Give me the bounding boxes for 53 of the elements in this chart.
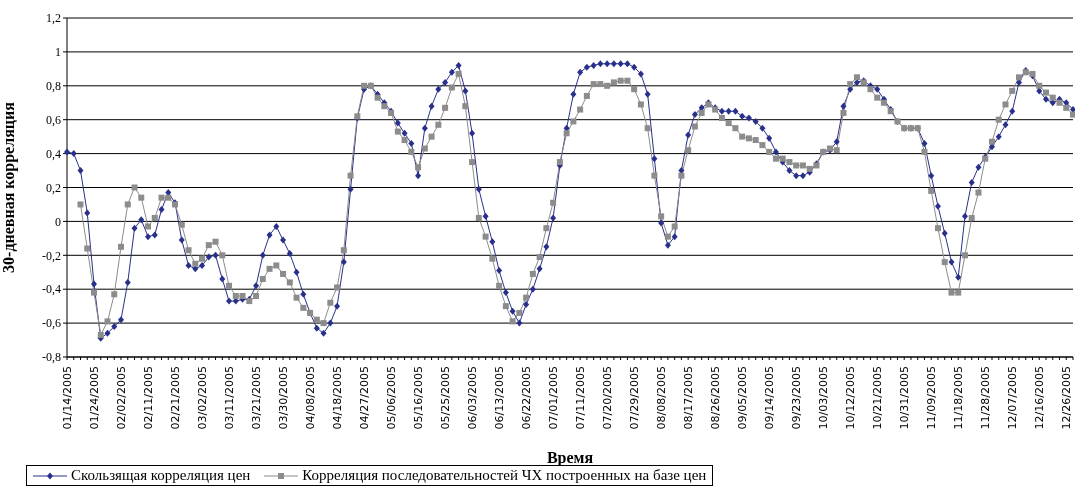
y-tick-label: 0 [55, 214, 61, 229]
x-tick-label: 03/11/2005 [222, 366, 236, 430]
x-tick-label: 04/08/2005 [303, 366, 317, 430]
x-tick-label: 07/20/2005 [600, 366, 614, 430]
x-tick-label: 06/03/2005 [465, 366, 479, 430]
x-tick-label: 10/31/2005 [897, 366, 911, 430]
x-tick-label: 02/02/2005 [114, 366, 128, 430]
x-tick-label: 11/28/2005 [978, 366, 992, 430]
y-tick-label: 0,8 [46, 79, 61, 94]
x-tick-label: 10/21/2005 [870, 366, 884, 430]
y-tick-label: 0,2 [46, 180, 61, 195]
x-tick-label: 10/12/2005 [843, 366, 857, 430]
legend-label: Корреляция последовательностей ЧХ построенных на базе цен [302, 467, 707, 484]
x-tick-label: 08/17/2005 [681, 366, 695, 430]
y-tick-label: -0,8 [42, 350, 61, 365]
x-axis-title: Время [546, 449, 594, 467]
x-tick-label: 01/24/2005 [87, 366, 101, 430]
x-tick-label: 07/29/2005 [627, 366, 641, 430]
x-tick-label: 08/08/2005 [654, 366, 668, 430]
x-tick-label: 03/02/2005 [195, 366, 209, 430]
x-tick-label: 02/21/2005 [168, 366, 182, 430]
y-tick-label: 0,4 [46, 146, 61, 161]
y-tick-label: 0,6 [46, 112, 61, 127]
legend-label: Скользящая корреляция цен [71, 467, 251, 484]
x-tick-label: 05/16/2005 [411, 366, 425, 430]
x-tick-label: 12/26/2005 [1059, 366, 1073, 430]
y-tick-label: 1 [55, 45, 61, 60]
x-tick-label: 11/09/2005 [924, 366, 938, 430]
x-tick-label: 05/06/2005 [384, 366, 398, 430]
x-tick-label: 12/16/2005 [1032, 366, 1046, 430]
x-tick-label: 03/30/2005 [276, 366, 290, 430]
x-tick-label: 01/14/2005 [60, 366, 74, 430]
y-tick-label: -0,2 [42, 248, 61, 263]
x-tick-label: 04/18/2005 [330, 366, 344, 430]
x-tick-label: 10/03/2005 [816, 366, 830, 430]
x-tick-label: 11/18/2005 [951, 366, 965, 430]
x-tick-label: 09/14/2005 [762, 366, 776, 430]
x-tick-label: 07/01/2005 [546, 366, 560, 430]
y-tick-label: -0,6 [42, 316, 61, 331]
y-tick-label: -0,4 [42, 282, 61, 297]
x-tick-label: 05/25/2005 [438, 366, 452, 430]
x-tick-label: 06/13/2005 [492, 366, 506, 430]
x-tick-label: 09/23/2005 [789, 366, 803, 430]
x-tick-label: 07/11/2005 [573, 366, 587, 430]
y-axis-title: 30-дневная корреляция [0, 101, 18, 273]
x-tick-label: 08/26/2005 [708, 366, 722, 430]
x-tick-label: 02/11/2005 [141, 366, 155, 430]
x-tick-label: 04/27/2005 [357, 366, 371, 430]
y-tick-label: 1,2 [46, 11, 61, 26]
x-tick-label: 06/22/2005 [519, 366, 533, 430]
x-tick-label: 09/05/2005 [735, 366, 749, 430]
x-tick-label: 03/21/2005 [249, 366, 263, 430]
x-tick-label: 12/07/2005 [1005, 366, 1019, 430]
